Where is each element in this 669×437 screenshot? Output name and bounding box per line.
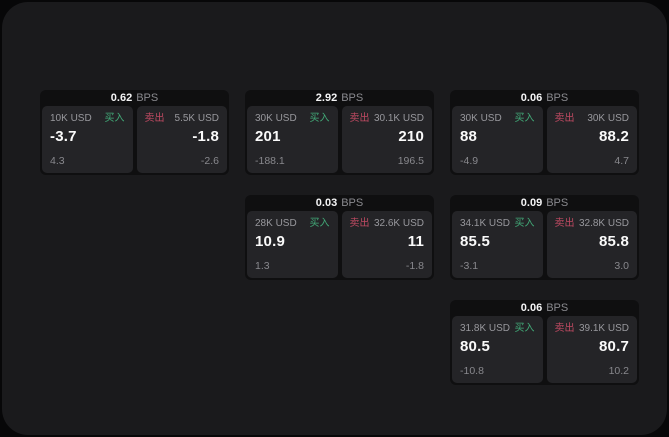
bps-value: 0.62: [110, 92, 133, 104]
buy-panel[interactable]: 31.8K USD 买入 80.5 -10.8: [452, 316, 543, 383]
bps-unit-label: BPS: [546, 302, 569, 314]
bps-value: 0.06: [520, 92, 543, 104]
sell-value: 11: [407, 233, 424, 250]
buy-value: 201: [255, 128, 281, 145]
buy-panel[interactable]: 34.1K USD 买入 85.5 -3.1: [452, 211, 543, 278]
panels-row: 31.8K USD 买入 80.5 -10.8 卖出 39.1K USD 80.…: [450, 316, 639, 385]
card-header: 0.62 BPS: [40, 90, 229, 106]
card-header: 2.92 BPS: [245, 90, 434, 106]
sell-sub-value: -1.8: [405, 260, 424, 272]
sell-sub-value: 4.7: [614, 155, 629, 167]
buy-sub-value: -10.8: [460, 365, 484, 377]
panels-row: 10K USD 买入 -3.7 4.3 卖出 5.5K USD -1.8 -2.…: [40, 106, 229, 175]
sell-panel[interactable]: 卖出 30K USD 88.2 4.7: [546, 106, 637, 173]
sell-panel[interactable]: 卖出 30.1K USD 210 196.5: [341, 106, 432, 173]
sell-amount: 5.5K USD: [174, 113, 219, 124]
bps-unit-label: BPS: [546, 92, 569, 104]
bps-value: 2.92: [315, 92, 338, 104]
buy-panel[interactable]: 10K USD 买入 -3.7 4.3: [42, 106, 133, 173]
buy-sub-value: -4.9: [460, 155, 479, 167]
sell-panel[interactable]: 卖出 32.8K USD 85.8 3.0: [546, 211, 637, 278]
sell-amount: 32.8K USD: [578, 218, 629, 229]
sell-amount: 30K USD: [587, 113, 629, 124]
buy-amount: 30K USD: [460, 113, 502, 124]
sell-sub-value: 196.5: [397, 155, 424, 167]
bps-value: 0.09: [520, 197, 543, 209]
sell-amount: 30.1K USD: [373, 113, 424, 124]
sell-value: -1.8: [192, 128, 219, 145]
buy-side-label: 买入: [514, 218, 535, 229]
bps-unit-label: BPS: [546, 197, 569, 209]
bps-unit-label: BPS: [341, 92, 364, 104]
sell-side-label: 卖出: [554, 323, 575, 334]
card-header: 0.03 BPS: [245, 195, 434, 211]
sell-sub-value: 10.2: [608, 365, 629, 377]
buy-sub-value: -3.1: [460, 260, 479, 272]
sell-panel[interactable]: 卖出 5.5K USD -1.8 -2.6: [136, 106, 227, 173]
buy-sub-value: 1.3: [255, 260, 270, 272]
buy-value: 85.5: [460, 233, 490, 250]
sell-value: 85.8: [599, 233, 629, 250]
buy-side-label: 买入: [309, 113, 330, 124]
panels-row: 30K USD 买入 201 -188.1 卖出 30.1K USD 210 1…: [245, 106, 434, 175]
buy-value: 88: [460, 128, 478, 145]
quote-card: 0.09 BPS 34.1K USD 买入 85.5 -3.1 卖出 32.8K…: [450, 195, 639, 280]
buy-value: 10.9: [255, 233, 285, 250]
sell-amount: 32.6K USD: [373, 218, 424, 229]
sell-amount: 39.1K USD: [578, 323, 629, 334]
bps-value: 0.03: [315, 197, 338, 209]
card-header: 0.06 BPS: [450, 300, 639, 316]
sell-side-label: 卖出: [554, 218, 575, 229]
sell-value: 210: [398, 128, 424, 145]
sell-value: 80.7: [599, 338, 629, 355]
bps-unit-label: BPS: [136, 92, 159, 104]
buy-amount: 30K USD: [255, 113, 297, 124]
sell-panel[interactable]: 卖出 32.6K USD 11 -1.8: [341, 211, 432, 278]
sell-sub-value: 3.0: [614, 260, 629, 272]
buy-amount: 10K USD: [50, 113, 92, 124]
bps-unit-label: BPS: [341, 197, 364, 209]
buy-sub-value: 4.3: [50, 155, 65, 167]
buy-side-label: 买入: [309, 218, 330, 229]
card-header: 0.09 BPS: [450, 195, 639, 211]
buy-value: -3.7: [50, 128, 77, 145]
sell-sub-value: -2.6: [200, 155, 219, 167]
panels-row: 28K USD 买入 10.9 1.3 卖出 32.6K USD 11 -1.8: [245, 211, 434, 280]
buy-amount: 28K USD: [255, 218, 297, 229]
sell-side-label: 卖出: [144, 113, 165, 124]
buy-panel[interactable]: 30K USD 买入 201 -188.1: [247, 106, 338, 173]
sell-panel[interactable]: 卖出 39.1K USD 80.7 10.2: [546, 316, 637, 383]
buy-amount: 34.1K USD: [460, 218, 511, 229]
quote-card: 2.92 BPS 30K USD 买入 201 -188.1 卖出 30.1K …: [245, 90, 434, 175]
buy-side-label: 买入: [514, 113, 535, 124]
buy-side-label: 买入: [514, 323, 535, 334]
quote-card: 0.62 BPS 10K USD 买入 -3.7 4.3 卖出 5.5K USD…: [40, 90, 229, 175]
quote-card: 0.03 BPS 28K USD 买入 10.9 1.3 卖出 32.6K US…: [245, 195, 434, 280]
bps-value: 0.06: [520, 302, 543, 314]
sell-side-label: 卖出: [554, 113, 575, 124]
sell-side-label: 卖出: [349, 113, 370, 124]
buy-amount: 31.8K USD: [460, 323, 511, 334]
sell-side-label: 卖出: [349, 218, 370, 229]
buy-sub-value: -188.1: [255, 155, 285, 167]
sell-value: 88.2: [599, 128, 629, 145]
panels-row: 30K USD 买入 88 -4.9 卖出 30K USD 88.2 4.7: [450, 106, 639, 175]
buy-panel[interactable]: 28K USD 买入 10.9 1.3: [247, 211, 338, 278]
quote-card: 0.06 BPS 30K USD 买入 88 -4.9 卖出 30K USD 8…: [450, 90, 639, 175]
buy-side-label: 买入: [104, 113, 125, 124]
panels-row: 34.1K USD 买入 85.5 -3.1 卖出 32.8K USD 85.8…: [450, 211, 639, 280]
card-header: 0.06 BPS: [450, 90, 639, 106]
buy-panel[interactable]: 30K USD 买入 88 -4.9: [452, 106, 543, 173]
buy-value: 80.5: [460, 338, 490, 355]
quote-card: 0.06 BPS 31.8K USD 买入 80.5 -10.8 卖出 39.1…: [450, 300, 639, 385]
